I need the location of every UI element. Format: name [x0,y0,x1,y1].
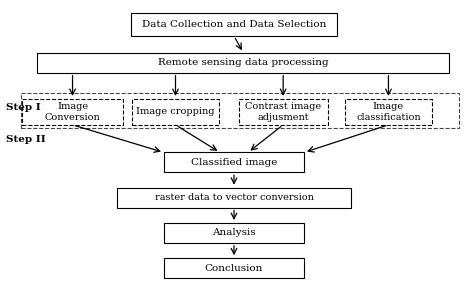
FancyBboxPatch shape [239,99,328,125]
Text: Image
Conversion: Image Conversion [44,102,101,122]
FancyBboxPatch shape [117,188,351,208]
FancyBboxPatch shape [37,53,449,73]
FancyBboxPatch shape [22,99,123,125]
FancyBboxPatch shape [164,152,304,172]
FancyBboxPatch shape [131,13,337,36]
FancyBboxPatch shape [164,223,304,243]
Text: Analysis: Analysis [212,228,256,237]
Text: Step I: Step I [6,103,41,112]
FancyBboxPatch shape [164,258,304,278]
Text: Contrast image
adjusment: Contrast image adjusment [245,102,321,122]
Text: Remote sensing data processing: Remote sensing data processing [158,58,329,67]
Text: Step II: Step II [6,135,46,144]
Text: Classified image: Classified image [191,158,277,167]
FancyBboxPatch shape [132,99,219,125]
Text: Conclusion: Conclusion [205,264,263,272]
Text: Data Collection and Data Selection: Data Collection and Data Selection [142,20,326,29]
Text: Image cropping: Image cropping [136,107,215,116]
Text: raster data to vector conversion: raster data to vector conversion [154,193,314,202]
FancyBboxPatch shape [345,99,431,125]
Text: Image
classification: Image classification [356,102,421,122]
